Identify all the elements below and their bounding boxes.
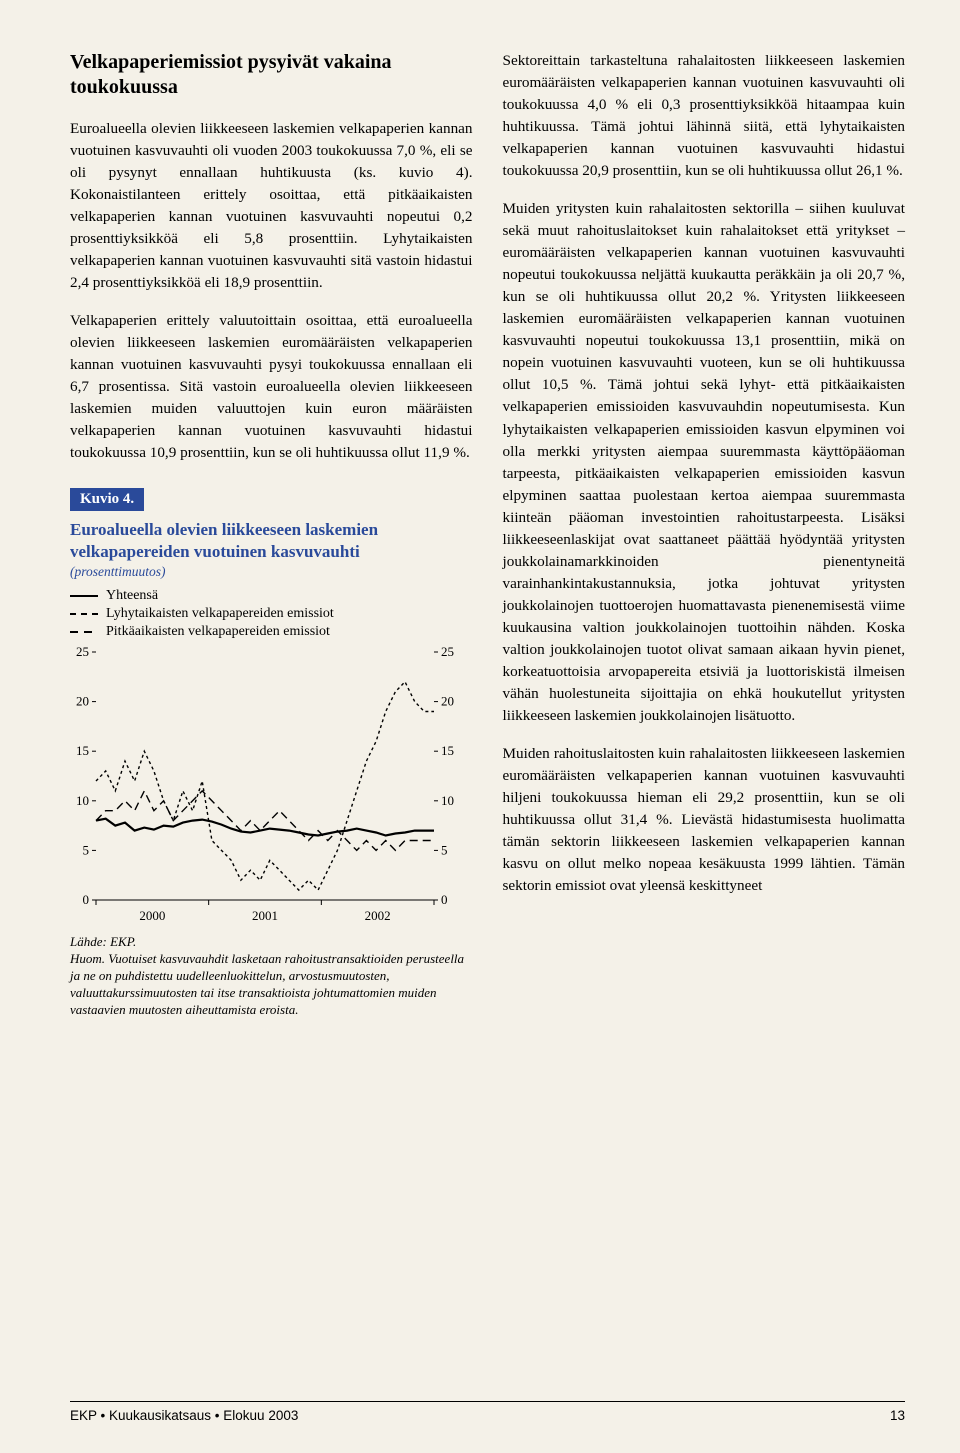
- page-footer: EKP • Kuukausikatsaus • Elokuu 2003 13: [70, 1401, 905, 1423]
- line-swatch-solid-icon: [70, 595, 98, 597]
- chart-title: Euroalueella olevien liikkeeseen laskemi…: [70, 519, 473, 562]
- svg-text:25: 25: [76, 646, 89, 659]
- para-right-3: Muiden rahoituslaitosten kuin rahalaitos…: [503, 743, 906, 897]
- chart-svg: 0 0 5 5 10 10 15 15 20 20 25 25 2000 2001 2002: [70, 646, 460, 926]
- legend-item-short: Lyhytaikaisten velkapapereiden emissiot: [70, 606, 473, 622]
- legend-item-total: Yhteensä: [70, 588, 473, 604]
- svg-text:15: 15: [441, 743, 454, 758]
- svg-text:20: 20: [441, 694, 454, 709]
- page-number: 13: [890, 1408, 905, 1423]
- svg-text:15: 15: [76, 743, 89, 758]
- para-right-1: Sektoreittain tarkasteltuna rahalaitoste…: [503, 50, 906, 182]
- svg-text:0: 0: [83, 892, 90, 907]
- chart-source: Lähde: EKP.: [70, 934, 473, 951]
- chart-note: Huom. Vuotuiset kasvuvauhdit lasketaan r…: [70, 951, 473, 1019]
- line-swatch-longdash-icon: [70, 631, 98, 633]
- right-column: Sektoreittain tarkasteltuna rahalaitoste…: [503, 50, 906, 1360]
- svg-text:10: 10: [76, 793, 89, 808]
- para-left-2: Velkapaperien erittely valuutoittain oso…: [70, 310, 473, 464]
- svg-text:2002: 2002: [365, 908, 391, 923]
- chart-block: Kuvio 4. Euroalueella olevien liikkeesee…: [70, 488, 473, 1018]
- chart-legend: Yhteensä Lyhytaikaisten velkapapereiden …: [70, 588, 473, 640]
- chart-svg-container: 0 0 5 5 10 10 15 15 20 20 25 25 2000 2001 2002: [70, 646, 460, 926]
- line-swatch-shortdash-icon: [70, 613, 98, 615]
- svg-text:5: 5: [441, 842, 448, 857]
- svg-text:25: 25: [441, 646, 454, 659]
- svg-text:10: 10: [441, 793, 454, 808]
- svg-text:2001: 2001: [252, 908, 278, 923]
- legend-label-short: Lyhytaikaisten velkapapereiden emissiot: [106, 606, 334, 622]
- svg-text:5: 5: [83, 842, 90, 857]
- svg-text:20: 20: [76, 694, 89, 709]
- footer-text: EKP • Kuukausikatsaus • Elokuu 2003: [70, 1408, 298, 1423]
- para-left-1: Euroalueella olevien liikkeeseen laskemi…: [70, 118, 473, 294]
- para-right-2: Muiden yritysten kuin rahalaitosten sekt…: [503, 198, 906, 727]
- svg-text:0: 0: [441, 892, 448, 907]
- chart-subtitle: (prosenttimuutos): [70, 564, 473, 580]
- legend-label-long: Pitkäaikaisten velkapapereiden emissiot: [106, 624, 330, 640]
- legend-label-total: Yhteensä: [106, 588, 158, 604]
- column-layout: Velkapaperiemissiot pysyivät vakaina tou…: [70, 50, 905, 1360]
- left-column: Velkapaperiemissiot pysyivät vakaina tou…: [70, 50, 473, 1360]
- svg-text:2000: 2000: [139, 908, 165, 923]
- page: Velkapaperiemissiot pysyivät vakaina tou…: [0, 0, 960, 1453]
- legend-item-long: Pitkäaikaisten velkapapereiden emissiot: [70, 624, 473, 640]
- chart-tag: Kuvio 4.: [70, 488, 144, 511]
- section-heading: Velkapaperiemissiot pysyivät vakaina tou…: [70, 50, 473, 100]
